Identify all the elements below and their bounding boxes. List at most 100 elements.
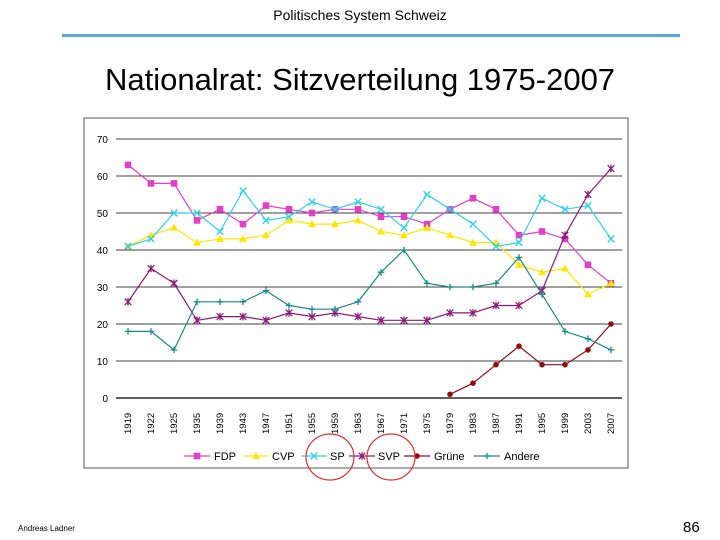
y-tick-label: 30 [97, 283, 109, 294]
x-tick-label: 1987 [491, 413, 502, 434]
series-line-cvp [127, 219, 612, 296]
point-sp [423, 190, 431, 199]
slide-header: Politisches System Schweiz [273, 7, 447, 23]
point-andere [354, 298, 362, 306]
point-fdp [377, 213, 385, 220]
point-andere [124, 328, 132, 335]
x-tick-label: 1935 [192, 413, 203, 434]
point-sp [584, 201, 592, 210]
x-tick-label: 1947 [261, 413, 272, 434]
x-tick-label: 1959 [330, 413, 341, 434]
legend-label-gruene: Grüne [434, 451, 465, 463]
point-svp [193, 316, 201, 325]
footer-author: Andreas Ladner [18, 524, 75, 533]
x-tick-label: 1943 [238, 413, 249, 434]
point-andere [400, 246, 408, 254]
point-cvp [262, 231, 270, 239]
point-cvp [170, 223, 178, 231]
legend-label-andere: Andere [504, 451, 539, 463]
highlight-circle-sp [305, 433, 355, 481]
point-andere [331, 305, 339, 313]
point-svp [262, 316, 270, 325]
x-tick-label: 1995 [537, 413, 548, 434]
x-tick-label: 1955 [307, 413, 318, 434]
x-tick-label: 1979 [445, 413, 456, 434]
x-tick-label: 1939 [215, 413, 226, 434]
legend-marker-gruene [414, 453, 420, 459]
point-fdp [515, 231, 523, 239]
point-andere [308, 305, 316, 313]
point-andere [239, 298, 247, 306]
point-sp [377, 205, 385, 214]
point-fdp [147, 180, 155, 187]
point-sp [124, 242, 132, 251]
point-andere [469, 283, 477, 291]
point-andere [607, 346, 615, 354]
point-cvp [446, 231, 454, 239]
point-gruene [516, 343, 522, 350]
y-tick-label: 20 [97, 320, 109, 331]
series-line-fdp [127, 164, 612, 284]
point-svp [285, 309, 293, 317]
point-svp [354, 312, 362, 321]
point-sp [285, 212, 293, 221]
point-andere [423, 280, 431, 287]
point-sp [262, 216, 270, 225]
point-fdp [170, 180, 178, 187]
series-line-andere [128, 249, 612, 351]
point-sp [147, 235, 155, 243]
point-svp [423, 316, 431, 325]
y-tick-label: 50 [97, 209, 109, 220]
point-andere [193, 298, 201, 306]
point-cvp [239, 234, 247, 242]
point-sp [170, 209, 178, 217]
header-divider [62, 34, 680, 37]
point-gruene [470, 380, 476, 387]
point-fdp [193, 217, 201, 224]
point-svp [561, 231, 569, 239]
point-andere [147, 328, 155, 335]
point-fdp [354, 206, 362, 213]
point-fdp [584, 261, 592, 269]
point-sp [446, 205, 454, 214]
point-sp [400, 224, 408, 232]
point-gruene [447, 391, 453, 398]
point-fdp [239, 220, 247, 228]
x-tick-label: 2003 [583, 413, 594, 434]
x-tick-label: 1922 [146, 413, 157, 434]
x-tick-label: 1919 [123, 413, 134, 434]
point-gruene [608, 321, 614, 327]
point-sp [492, 242, 500, 251]
slide-title: Nationalrat: Sitzverteilung 1975-2007 [104, 62, 616, 97]
point-svp [170, 279, 178, 288]
point-sp [561, 205, 569, 214]
x-tick-label: 1975 [422, 413, 433, 434]
point-fdp [308, 209, 316, 217]
point-andere [561, 328, 569, 335]
highlight-circle-svp [366, 433, 416, 481]
point-sp [193, 209, 201, 217]
x-tick-label: 1963 [353, 413, 364, 434]
x-tick-label: 1983 [468, 413, 479, 434]
point-svp [515, 301, 523, 310]
point-gruene [562, 361, 568, 368]
point-fdp [216, 206, 224, 213]
point-fdp [469, 194, 477, 202]
point-svp [239, 312, 247, 321]
point-svp [400, 316, 408, 325]
point-svp [469, 309, 477, 317]
series-line-gruene [449, 323, 612, 395]
point-svp [147, 264, 155, 273]
point-andere [515, 254, 523, 261]
point-sp [308, 198, 316, 206]
y-tick-label: 40 [97, 246, 109, 257]
point-cvp [354, 216, 362, 224]
x-tick-label: 1925 [169, 413, 180, 434]
point-fdp [400, 213, 408, 220]
x-tick-label: 1967 [376, 413, 387, 434]
point-sp [469, 220, 477, 228]
point-gruene [539, 361, 545, 368]
point-fdp [262, 202, 270, 209]
legend-label-fdp: FDP [214, 451, 236, 463]
series-line-sp [127, 189, 612, 247]
